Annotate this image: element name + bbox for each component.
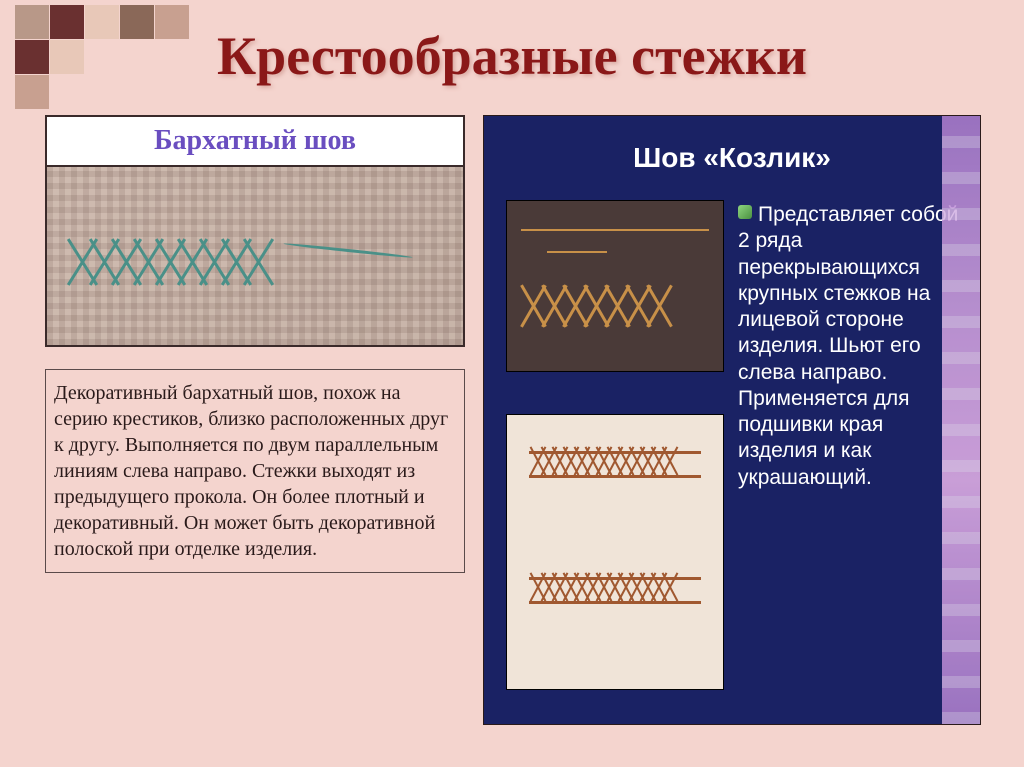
bullet-icon [738,205,752,219]
barhat-box: Бархатный шов [45,115,465,347]
barhat-description: Декоративный бархатный шов, похож на сер… [45,369,465,573]
kozlik-description: Представляет собой 2 ряда перекрывающихс… [738,202,962,491]
kozlik-panel: Шов «Козлик» Представляет собой 2 ряда п… [483,115,981,725]
decorative-strip [942,116,980,724]
barhat-title: Бархатный шов [47,117,463,167]
left-column: Бархатный шов Декоративный бархатный шов… [45,115,465,573]
kozlik-bottom-image [506,414,724,690]
kozlik-top-image [506,200,724,372]
kozlik-title: Шов «Козлик» [484,142,980,174]
slide-title: Крестообразные стежки [0,25,1024,87]
barhat-stitch-image [47,167,463,345]
kozlik-description-text: Представляет собой 2 ряда перекрывающихс… [738,203,958,489]
